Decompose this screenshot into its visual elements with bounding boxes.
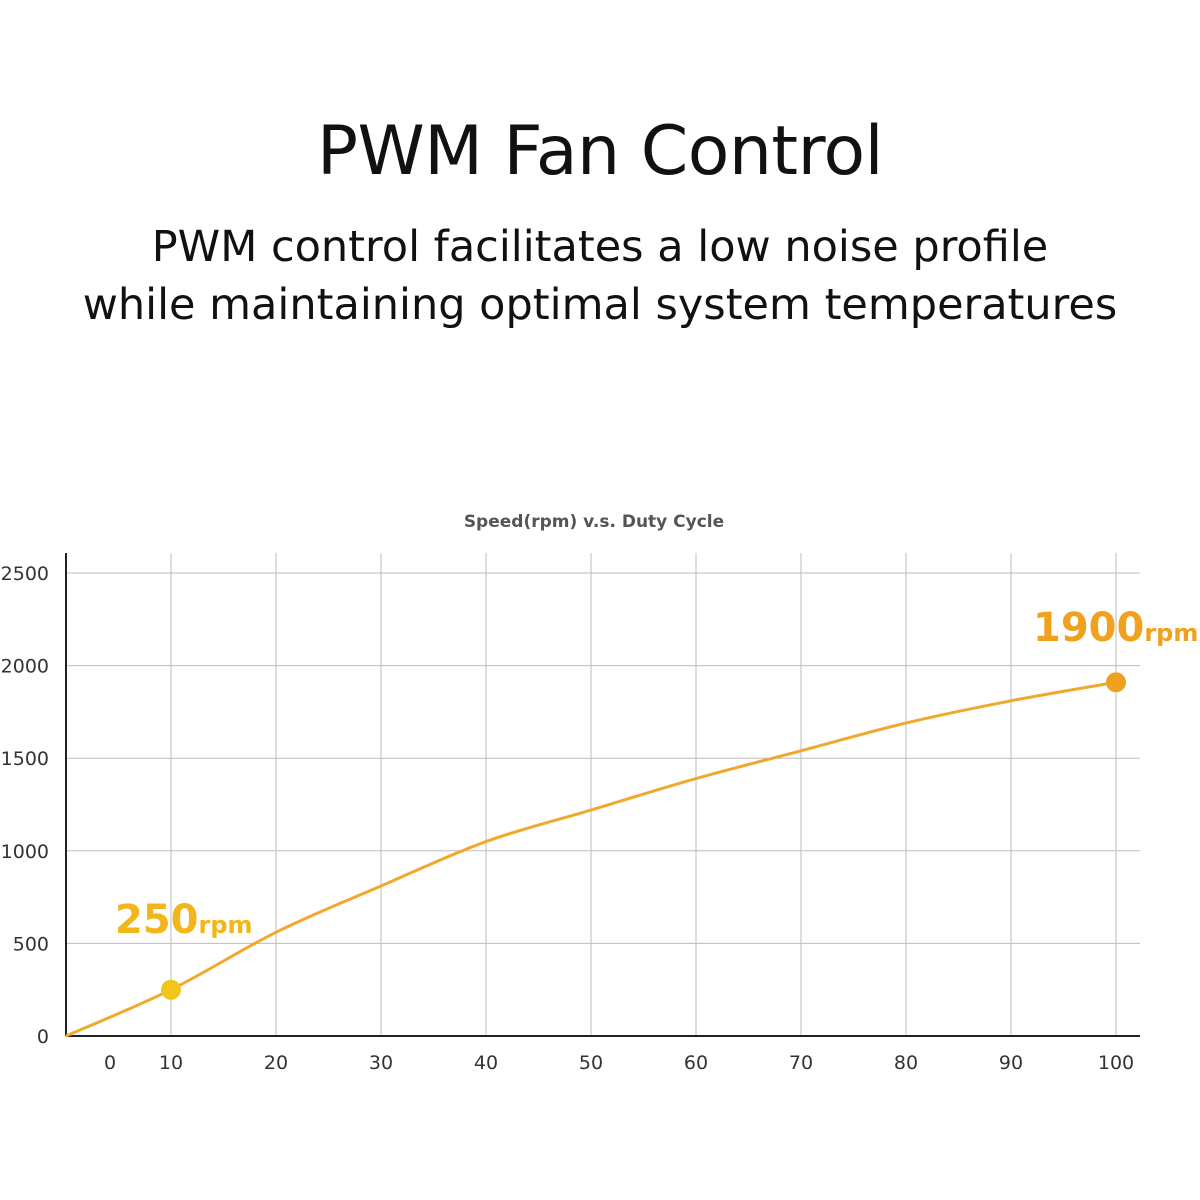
x-tick-label: 40: [474, 1052, 498, 1074]
x-tick-label: 70: [789, 1052, 813, 1074]
x-tick-label: 100: [1098, 1052, 1134, 1074]
annotation-number: 250: [115, 897, 199, 943]
series-group: [65, 680, 1117, 1038]
y-tick-label: 2500: [1, 563, 49, 585]
y-tick-label: 500: [13, 933, 49, 955]
annotation-point-high: [1106, 672, 1126, 693]
chart-title: Speed(rpm) v.s. Duty Cycle: [464, 512, 724, 532]
tick-labels: 0 500 1000 1500 2000 2500 0 10 20 30 40 50 60 70 80 90 1…: [1, 563, 1134, 1074]
annotation-number: 1900: [1033, 605, 1144, 651]
y-tick-label: 1500: [1, 748, 49, 770]
x-tick-label: 60: [684, 1052, 708, 1074]
grid-lines: [66, 553, 1140, 1036]
x-tick-label: 30: [369, 1052, 393, 1074]
x-tick-label: 50: [579, 1052, 603, 1074]
annotation-label-low: 250rpm: [115, 897, 253, 943]
x-tick-label: 10: [159, 1052, 183, 1074]
page-subtitle: PWM control facilitates a low noise prof…: [0, 218, 1200, 334]
page-title: PWM Fan Control: [316, 112, 884, 191]
x-tick-label: 80: [894, 1052, 918, 1074]
y-tick-label: 2000: [1, 656, 49, 678]
subtitle-line-2: while maintaining optimal system tempera…: [82, 280, 1118, 330]
x-tick-label: 90: [999, 1052, 1023, 1074]
annotation-point-low: [161, 979, 181, 1000]
y-tick-label: 1000: [1, 841, 49, 863]
annotation-unit: rpm: [199, 911, 253, 939]
series-line: [65, 680, 1117, 1038]
y-tick-label: 0: [37, 1026, 49, 1048]
x-tick-label: 0: [104, 1052, 116, 1074]
subtitle-line-1: PWM control facilitates a low noise prof…: [151, 222, 1049, 272]
chart-axes: [65, 553, 1140, 1037]
annotation-label-high: 1900rpm: [1033, 605, 1198, 651]
x-tick-label: 20: [264, 1052, 288, 1074]
annotation-unit: rpm: [1144, 619, 1198, 647]
